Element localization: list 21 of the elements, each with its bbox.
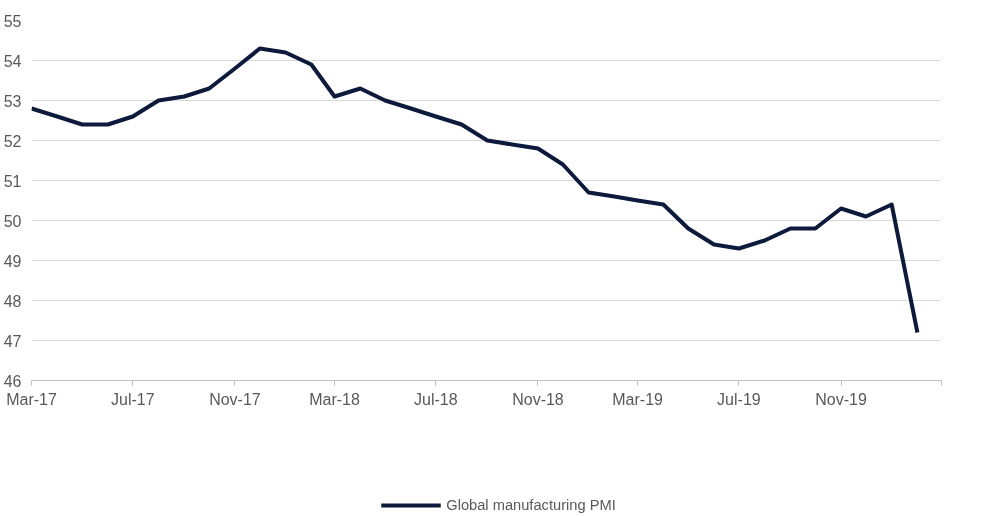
y-tick-label: 53 bbox=[3, 92, 22, 110]
x-tick-label: Jul-17 bbox=[111, 390, 155, 408]
x-tick-label: Mar-17 bbox=[6, 390, 57, 408]
x-tick-label: Nov-19 bbox=[815, 390, 867, 408]
y-tick-label: 54 bbox=[3, 52, 22, 70]
x-tick-label: Nov-18 bbox=[512, 390, 564, 408]
y-tick-label: 49 bbox=[3, 252, 22, 270]
line-series bbox=[31, 46, 920, 335]
y-tick-label: 55 bbox=[3, 12, 22, 30]
y-tick-label: 46 bbox=[3, 372, 22, 390]
x-tick-label: Jul-18 bbox=[414, 390, 458, 408]
y-tick-label: 52 bbox=[3, 132, 22, 150]
x-tick-label: Mar-18 bbox=[309, 390, 360, 408]
legend-label: Global manufacturing PMI bbox=[446, 497, 616, 513]
y-tick-label: 48 bbox=[3, 292, 22, 310]
y-tick-label: 51 bbox=[3, 172, 22, 190]
y-tick-label: 50 bbox=[3, 212, 22, 230]
y-tick-label: 47 bbox=[3, 332, 22, 350]
x-tick-label: Mar-19 bbox=[612, 390, 664, 408]
x-tick-label: Nov-17 bbox=[209, 390, 261, 408]
x-tick-label: Jul-19 bbox=[717, 390, 761, 408]
